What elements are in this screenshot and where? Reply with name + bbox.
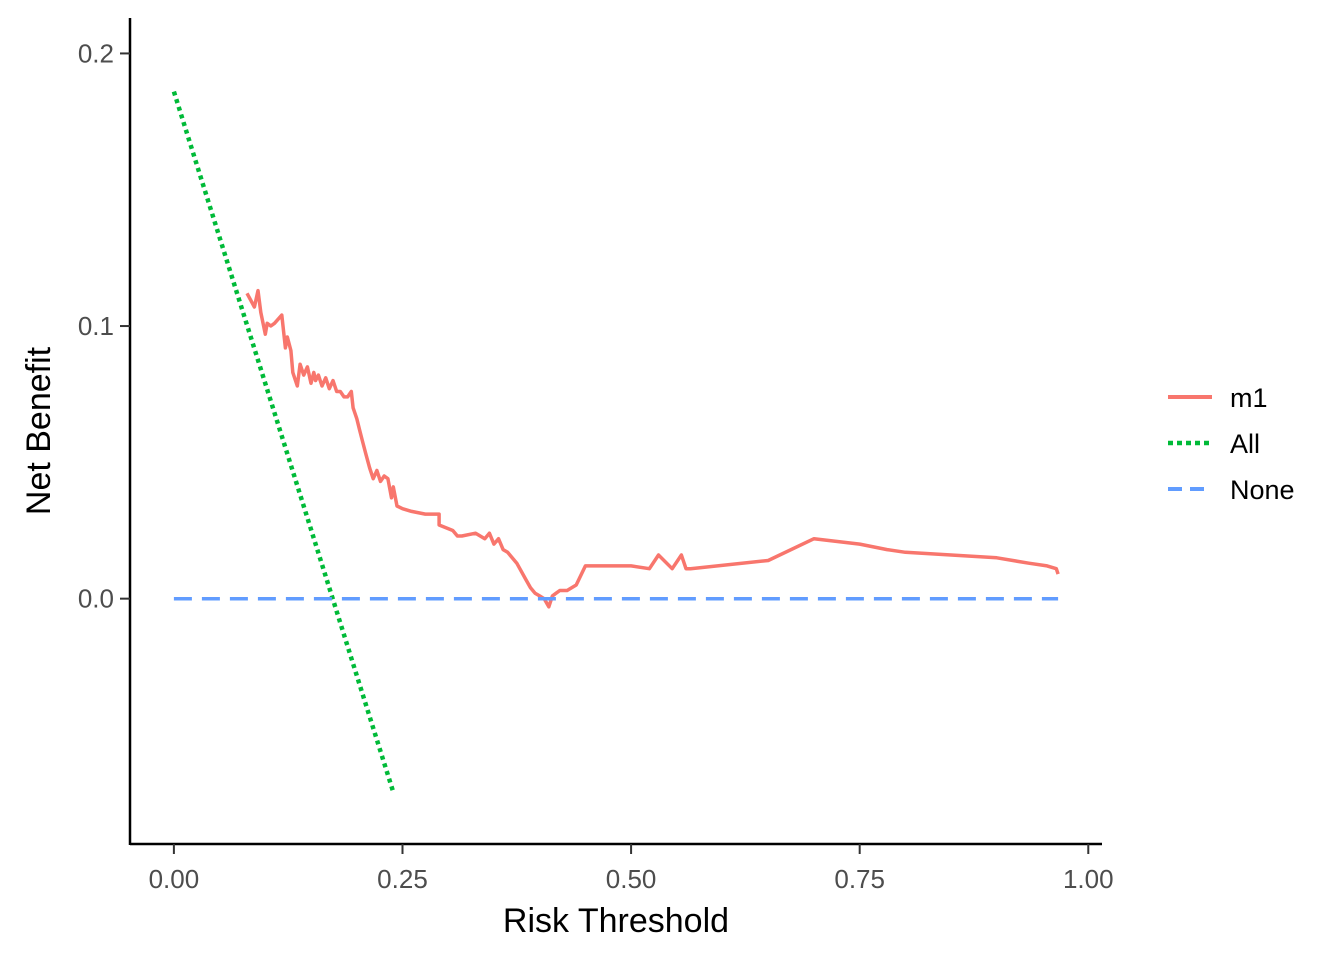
axes-group [128,18,1102,846]
legend-label-all: All [1230,429,1260,459]
x-tick-label: 0.00 [149,864,200,894]
x-axis-title: Risk Threshold [503,902,729,940]
y-axis-title: Net Benefit [20,346,58,515]
legend: m1 All None [1168,383,1295,505]
ticks-group: 0.00 0.25 0.50 0.75 1.00 0.0 0.1 0.2 [78,38,1114,894]
plot-series-group [171,90,1060,793]
legend-label-none: None [1230,475,1295,505]
x-tick-label: 1.00 [1063,864,1114,894]
legend-label-m1: m1 [1230,383,1268,413]
y-tick-label: 0.0 [78,584,114,614]
x-tick-label: 0.50 [606,864,657,894]
y-tick-label: 0.2 [78,38,114,68]
series-line-all [171,90,396,793]
y-tick-label: 0.1 [78,311,114,341]
x-tick-label: 0.75 [834,864,885,894]
x-tick-label: 0.25 [377,864,428,894]
series-line-m1 [245,288,1060,609]
